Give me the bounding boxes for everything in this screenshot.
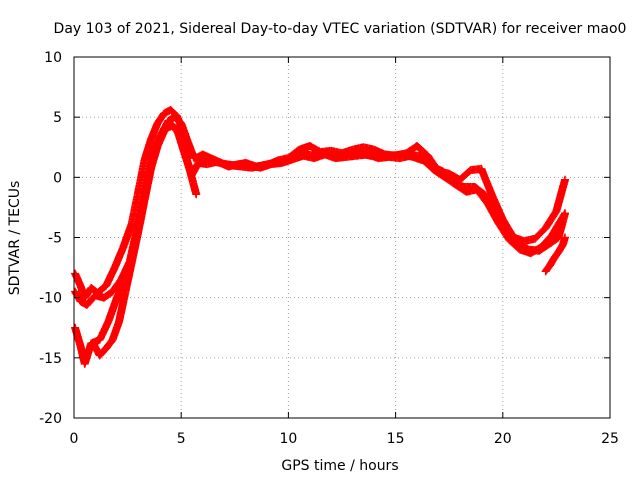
y-tick-label: 5 (53, 110, 62, 126)
x-tick-label: 20 (494, 431, 512, 447)
x-tick-label: 5 (177, 431, 186, 447)
data-points (71, 105, 569, 368)
y-tick-label: -20 (39, 411, 62, 427)
y-tick-label: -15 (39, 351, 62, 367)
data-point-markers (541, 233, 569, 276)
y-axis-label: SDTVAR / TECUs (7, 181, 23, 296)
data-point-markers (89, 120, 201, 360)
data-series-arc-5 (541, 233, 569, 276)
x-axis-label: GPS time / hours (281, 458, 398, 474)
chart-title: Day 103 of 2021, Sidereal Day-to-day VTE… (54, 21, 627, 37)
data-series-arc-4 (89, 120, 201, 360)
x-tick-label: 15 (387, 431, 405, 447)
axis-ticks: 0 5 10 15 20 25 -20 -15 -10 -5 0 5 10 (39, 50, 619, 447)
y-tick-label: -5 (48, 231, 62, 247)
y-tick-label: 10 (44, 50, 62, 66)
y-tick-label: -10 (39, 291, 62, 307)
x-tick-label: 0 (70, 431, 79, 447)
x-tick-label: 10 (279, 431, 297, 447)
y-tick-label: 0 (53, 170, 62, 186)
x-tick-label: 25 (601, 431, 619, 447)
